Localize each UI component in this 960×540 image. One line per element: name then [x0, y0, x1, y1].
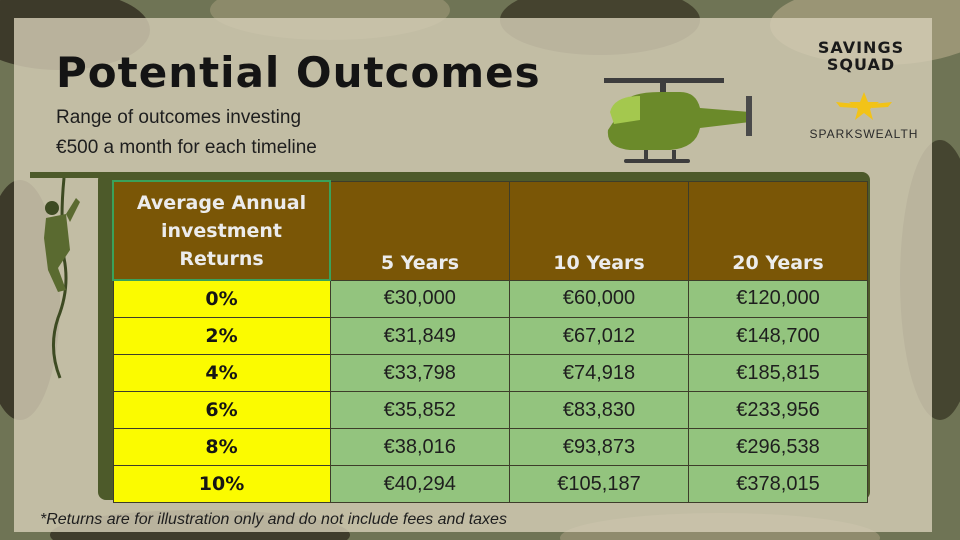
value-cell: €74,918 — [509, 354, 689, 392]
value-cell: €40,294 — [329, 465, 510, 503]
value-cell: €31,849 — [329, 317, 510, 355]
table-row: 2% €31,849 €67,012 €148,700 — [112, 317, 868, 355]
returns-table: Average Annual investment Returns 5 Year… — [112, 180, 868, 503]
value-cell: €296,538 — [688, 428, 868, 466]
table-row: 6% €35,852 €83,830 €233,956 — [112, 391, 868, 429]
header-returns-line-3: Returns — [179, 247, 264, 270]
rate-cell: 4% — [112, 354, 331, 392]
page-title: Potential Outcomes — [56, 48, 541, 97]
soldier-climbing-rope-icon — [44, 178, 80, 379]
header-10-years: 10 Years — [509, 180, 689, 281]
header-returns: Average Annual investment Returns — [112, 180, 331, 281]
value-cell: €105,187 — [509, 465, 689, 503]
value-cell: €185,815 — [688, 354, 868, 392]
frame-rail — [30, 172, 126, 178]
rate-cell: 8% — [112, 428, 331, 466]
value-cell: €120,000 — [688, 279, 868, 318]
winged-star-logo-icon — [836, 92, 892, 120]
value-cell: €93,873 — [509, 428, 689, 466]
subtitle-line-2: €500 a month for each timeline — [56, 137, 317, 158]
header-5-years: 5 Years — [329, 180, 510, 281]
value-cell: €67,012 — [509, 317, 689, 355]
table-row: 8% €38,016 €93,873 €296,538 — [112, 428, 868, 466]
value-cell: €33,798 — [329, 354, 510, 392]
rate-cell: 2% — [112, 317, 331, 355]
value-cell: €83,830 — [509, 391, 689, 429]
header-returns-line-1: Average Annual — [136, 191, 307, 214]
value-cell: €233,956 — [688, 391, 868, 429]
header-returns-line-2: investment — [161, 219, 282, 242]
footnote: *Returns are for illustration only and d… — [40, 511, 507, 528]
helicopter-icon — [604, 78, 752, 163]
value-cell: €148,700 — [688, 317, 868, 355]
rate-cell: 6% — [112, 391, 331, 429]
value-cell: €35,852 — [329, 391, 510, 429]
brand-squad: SQUAD — [826, 55, 896, 74]
brand-savings: SAVINGS — [817, 38, 905, 57]
table-row: 10% €40,294 €105,187 €378,015 — [112, 465, 868, 503]
table-header-row: Average Annual investment Returns 5 Year… — [112, 180, 868, 281]
header-20-years: 20 Years — [688, 180, 868, 281]
rate-cell: 0% — [112, 279, 331, 318]
value-cell: €38,016 — [329, 428, 510, 466]
table-row: 0% €30,000 €60,000 €120,000 — [112, 279, 868, 318]
subtitle-line-1: Range of outcomes investing — [56, 107, 302, 128]
brand-sparkswealth: SPARKSWEALTH — [809, 127, 919, 141]
value-cell: €378,015 — [688, 465, 868, 503]
table-row: 4% €33,798 €74,918 €185,815 — [112, 354, 868, 392]
rate-cell: 10% — [112, 465, 331, 503]
value-cell: €60,000 — [509, 279, 689, 318]
value-cell: €30,000 — [329, 279, 510, 318]
